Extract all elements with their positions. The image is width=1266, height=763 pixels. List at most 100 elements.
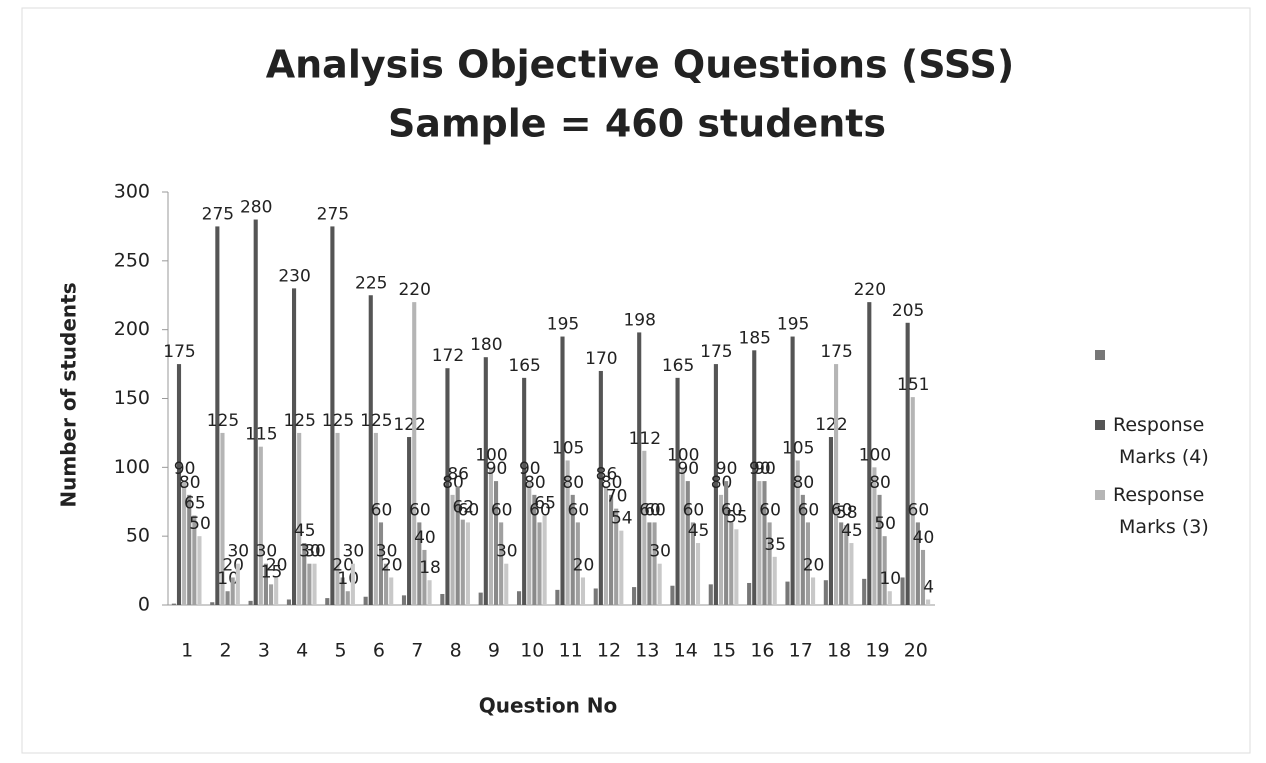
data-label: 230 [278, 266, 310, 286]
bar [647, 522, 652, 605]
data-label: 30 [343, 542, 365, 562]
data-label: 170 [585, 349, 617, 369]
data-label: 90 [749, 459, 771, 479]
x-tick-label: 19 [865, 640, 889, 662]
data-label: 30 [376, 542, 398, 562]
legend-label: Response Marks (3) [1113, 484, 1209, 538]
bar [757, 481, 762, 605]
data-label: 60 [908, 500, 930, 520]
bar [335, 432, 340, 605]
bar [800, 494, 805, 605]
bar [235, 563, 240, 605]
bar [401, 595, 407, 605]
data-label: 50 [874, 514, 896, 534]
bar [499, 522, 504, 605]
data-label: 125 [360, 411, 392, 431]
x-tick-label: 9 [488, 640, 500, 662]
data-label: 20 [381, 555, 403, 575]
bar [215, 226, 220, 605]
bar [718, 494, 724, 605]
data-label: 175 [700, 342, 732, 362]
bar [900, 577, 905, 605]
data-label: 54 [611, 509, 633, 529]
bar [522, 377, 527, 605]
data-label: 280 [240, 198, 272, 218]
data-label: 60 [458, 500, 480, 520]
bar [603, 486, 609, 605]
data-label: 60 [409, 500, 431, 520]
data-label: 175 [163, 342, 195, 362]
data-label: 40 [414, 528, 436, 548]
data-label: 105 [782, 438, 814, 458]
x-tick-label: 13 [635, 640, 659, 662]
data-label: 65 [184, 494, 206, 514]
bar [345, 591, 350, 605]
bar [384, 563, 389, 605]
data-label: 40 [913, 528, 935, 548]
data-label: 10 [337, 569, 359, 589]
data-label: 80 [562, 473, 584, 493]
bar [839, 522, 844, 605]
data-label: 65 [534, 494, 556, 514]
bar [670, 585, 675, 605]
data-label: 125 [322, 411, 354, 431]
data-label: 60 [529, 500, 551, 520]
data-label: 30 [227, 542, 249, 562]
bar [291, 288, 297, 605]
chart-frame [21, 7, 1251, 754]
data-label: 220 [854, 280, 886, 300]
data-label: 100 [475, 445, 507, 465]
bar [785, 581, 790, 605]
bar [872, 467, 877, 605]
data-label: 80 [601, 473, 623, 493]
data-label: 30 [304, 542, 326, 562]
bar [378, 522, 384, 605]
bar [417, 522, 422, 605]
data-label: 10 [879, 569, 901, 589]
data-label: 20 [266, 555, 288, 575]
bar [849, 543, 854, 605]
data-label: 105 [552, 438, 584, 458]
data-label: 62 [452, 498, 474, 518]
bar [171, 603, 176, 605]
bar [762, 481, 767, 605]
bar [823, 580, 828, 605]
bar [593, 588, 598, 605]
y-tick-label: 0 [138, 594, 150, 616]
bar [187, 494, 192, 605]
bar [389, 577, 394, 605]
x-tick-label: 18 [827, 640, 851, 662]
data-label: 70 [606, 487, 628, 507]
data-label: 50 [189, 514, 211, 534]
data-label: 20 [803, 555, 825, 575]
bar [729, 522, 734, 605]
data-label: 125 [283, 411, 315, 431]
bar [565, 460, 570, 605]
data-label: 175 [820, 342, 852, 362]
data-label: 115 [245, 425, 277, 445]
data-label: 195 [547, 315, 579, 335]
bar [795, 460, 800, 605]
bar [637, 332, 642, 605]
y-tick-label: 250 [114, 249, 150, 271]
bar [307, 563, 312, 605]
bar [680, 467, 685, 605]
bar [713, 364, 718, 605]
bar [493, 481, 499, 605]
x-axis-title: Question No [479, 694, 618, 718]
x-tick-label: 1 [181, 640, 193, 662]
bar [882, 536, 887, 605]
y-tick-label: 300 [114, 181, 150, 203]
data-label: 80 [524, 473, 546, 493]
data-label: 90 [716, 459, 738, 479]
data-label: 60 [371, 500, 393, 520]
data-label: 90 [174, 459, 196, 479]
bar [926, 599, 931, 605]
bar [445, 368, 450, 605]
bar [811, 577, 816, 605]
data-label: 80 [179, 473, 201, 493]
bar [312, 563, 317, 605]
legend-label: Response Marks (4) [1113, 414, 1209, 468]
data-label: 275 [317, 204, 349, 224]
